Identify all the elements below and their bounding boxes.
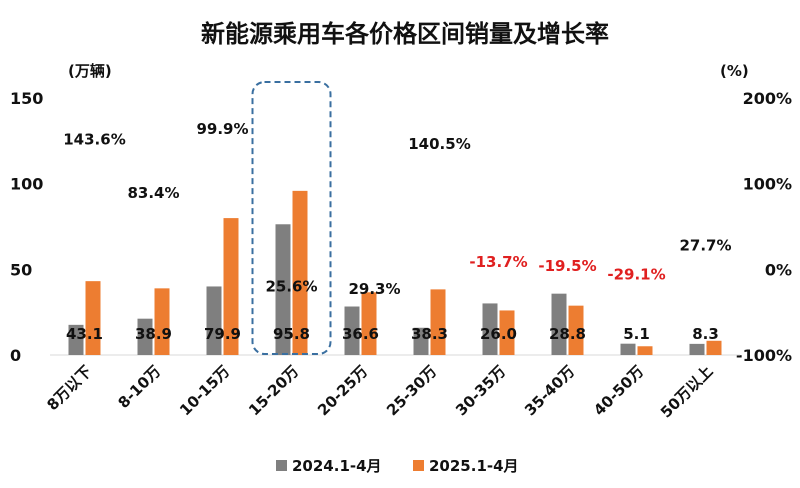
bar-2024 <box>137 318 153 355</box>
bar-2025 <box>292 190 308 355</box>
growth-rate-label: 99.9% <box>196 120 248 138</box>
right-axis-ticks: -100% 0% 100% 200% <box>736 89 792 365</box>
legend-label: 2025.1-4月 <box>429 457 519 475</box>
value-label: 43.1 <box>66 325 103 343</box>
left-tick-label: 50 <box>10 260 32 279</box>
right-tick-label: -100% <box>736 346 792 365</box>
bars-group <box>68 190 722 355</box>
value-labels: 43.1 38.9 79.9 95.8 36.6 38.3 26.0 28.8 5.1 8.3 <box>66 325 719 343</box>
value-label: 95.8 <box>273 325 310 343</box>
category-labels: 8万以下 8-10万 10-15万 15-20万 20-25万 25-30万 30-35万 3… <box>43 362 716 421</box>
left-axis-ticks: 0 50 100 150 <box>10 89 43 365</box>
growth-rate-label: -29.1% <box>607 265 665 283</box>
right-tick-label: 100% <box>743 175 792 194</box>
growth-rate-label: 29.3% <box>348 280 400 298</box>
growth-rate-label: 83.4% <box>127 184 179 202</box>
bar-2024 <box>275 224 291 355</box>
bar-2024 <box>68 324 84 355</box>
legend-swatch <box>413 460 424 471</box>
value-label: 8.3 <box>692 325 719 343</box>
right-axis-unit: (%) <box>720 62 749 80</box>
bar-2024 <box>689 343 705 355</box>
growth-labels: 143.6% 83.4% 99.9% 25.6% 29.3% 140.5% -13.7% -1… <box>63 120 731 298</box>
bar-2025 <box>430 289 446 355</box>
left-tick-label: 0 <box>10 346 21 365</box>
left-tick-label: 100 <box>10 175 43 194</box>
bar-2025 <box>499 310 515 355</box>
category-label: 20-25万 <box>314 362 371 419</box>
right-tick-label: 200% <box>743 89 792 108</box>
legend-swatch <box>276 460 287 471</box>
category-label: 35-40万 <box>521 362 578 419</box>
bar-2025 <box>361 292 377 355</box>
bar-2024 <box>551 293 567 355</box>
bar-2025 <box>223 218 239 355</box>
category-label: 25-30万 <box>383 362 440 419</box>
growth-rate-label: 143.6% <box>63 130 125 148</box>
highlight-box <box>251 81 332 355</box>
value-label: 36.6 <box>342 325 379 343</box>
bar-2025 <box>637 346 653 355</box>
bar-2025 <box>154 288 170 355</box>
right-tick-label: 0% <box>765 260 792 279</box>
legend-label: 2024.1-4月 <box>292 457 382 475</box>
category-label: 50万以上 <box>657 362 716 421</box>
category-label: 10-15万 <box>176 362 233 419</box>
left-tick-label: 150 <box>10 89 43 108</box>
value-label: 38.3 <box>411 325 448 343</box>
bar-2025 <box>85 281 101 355</box>
bar-2024 <box>206 286 222 355</box>
growth-rate-label: -19.5% <box>538 257 596 275</box>
category-label: 8万以下 <box>43 362 95 414</box>
category-label: 8-10万 <box>114 362 164 412</box>
growth-rate-label: 140.5% <box>408 135 470 153</box>
legend: 2024.1-4月 2025.1-4月 <box>276 457 519 475</box>
chart-title: 新能源乘用车各价格区间销量及增长率 <box>201 20 609 48</box>
bar-2024 <box>413 327 429 355</box>
bar-2025 <box>568 305 584 355</box>
bar-2024 <box>482 303 498 355</box>
left-axis-unit: (万辆) <box>68 62 112 80</box>
category-label: 30-35万 <box>452 362 509 419</box>
value-label: 5.1 <box>623 325 650 343</box>
growth-rate-label: 25.6% <box>265 277 317 295</box>
bar-2024 <box>620 343 636 355</box>
growth-rate-label: -13.7% <box>469 253 527 271</box>
bar-2025 <box>706 340 722 355</box>
value-label: 26.0 <box>480 325 517 343</box>
growth-rate-label: 27.7% <box>679 237 731 255</box>
category-label: 40-50万 <box>590 362 647 419</box>
value-label: 79.9 <box>204 325 241 343</box>
value-label: 28.8 <box>549 325 586 343</box>
value-label: 38.9 <box>135 325 172 343</box>
bar-2024 <box>344 306 360 355</box>
category-label: 15-20万 <box>245 362 302 419</box>
